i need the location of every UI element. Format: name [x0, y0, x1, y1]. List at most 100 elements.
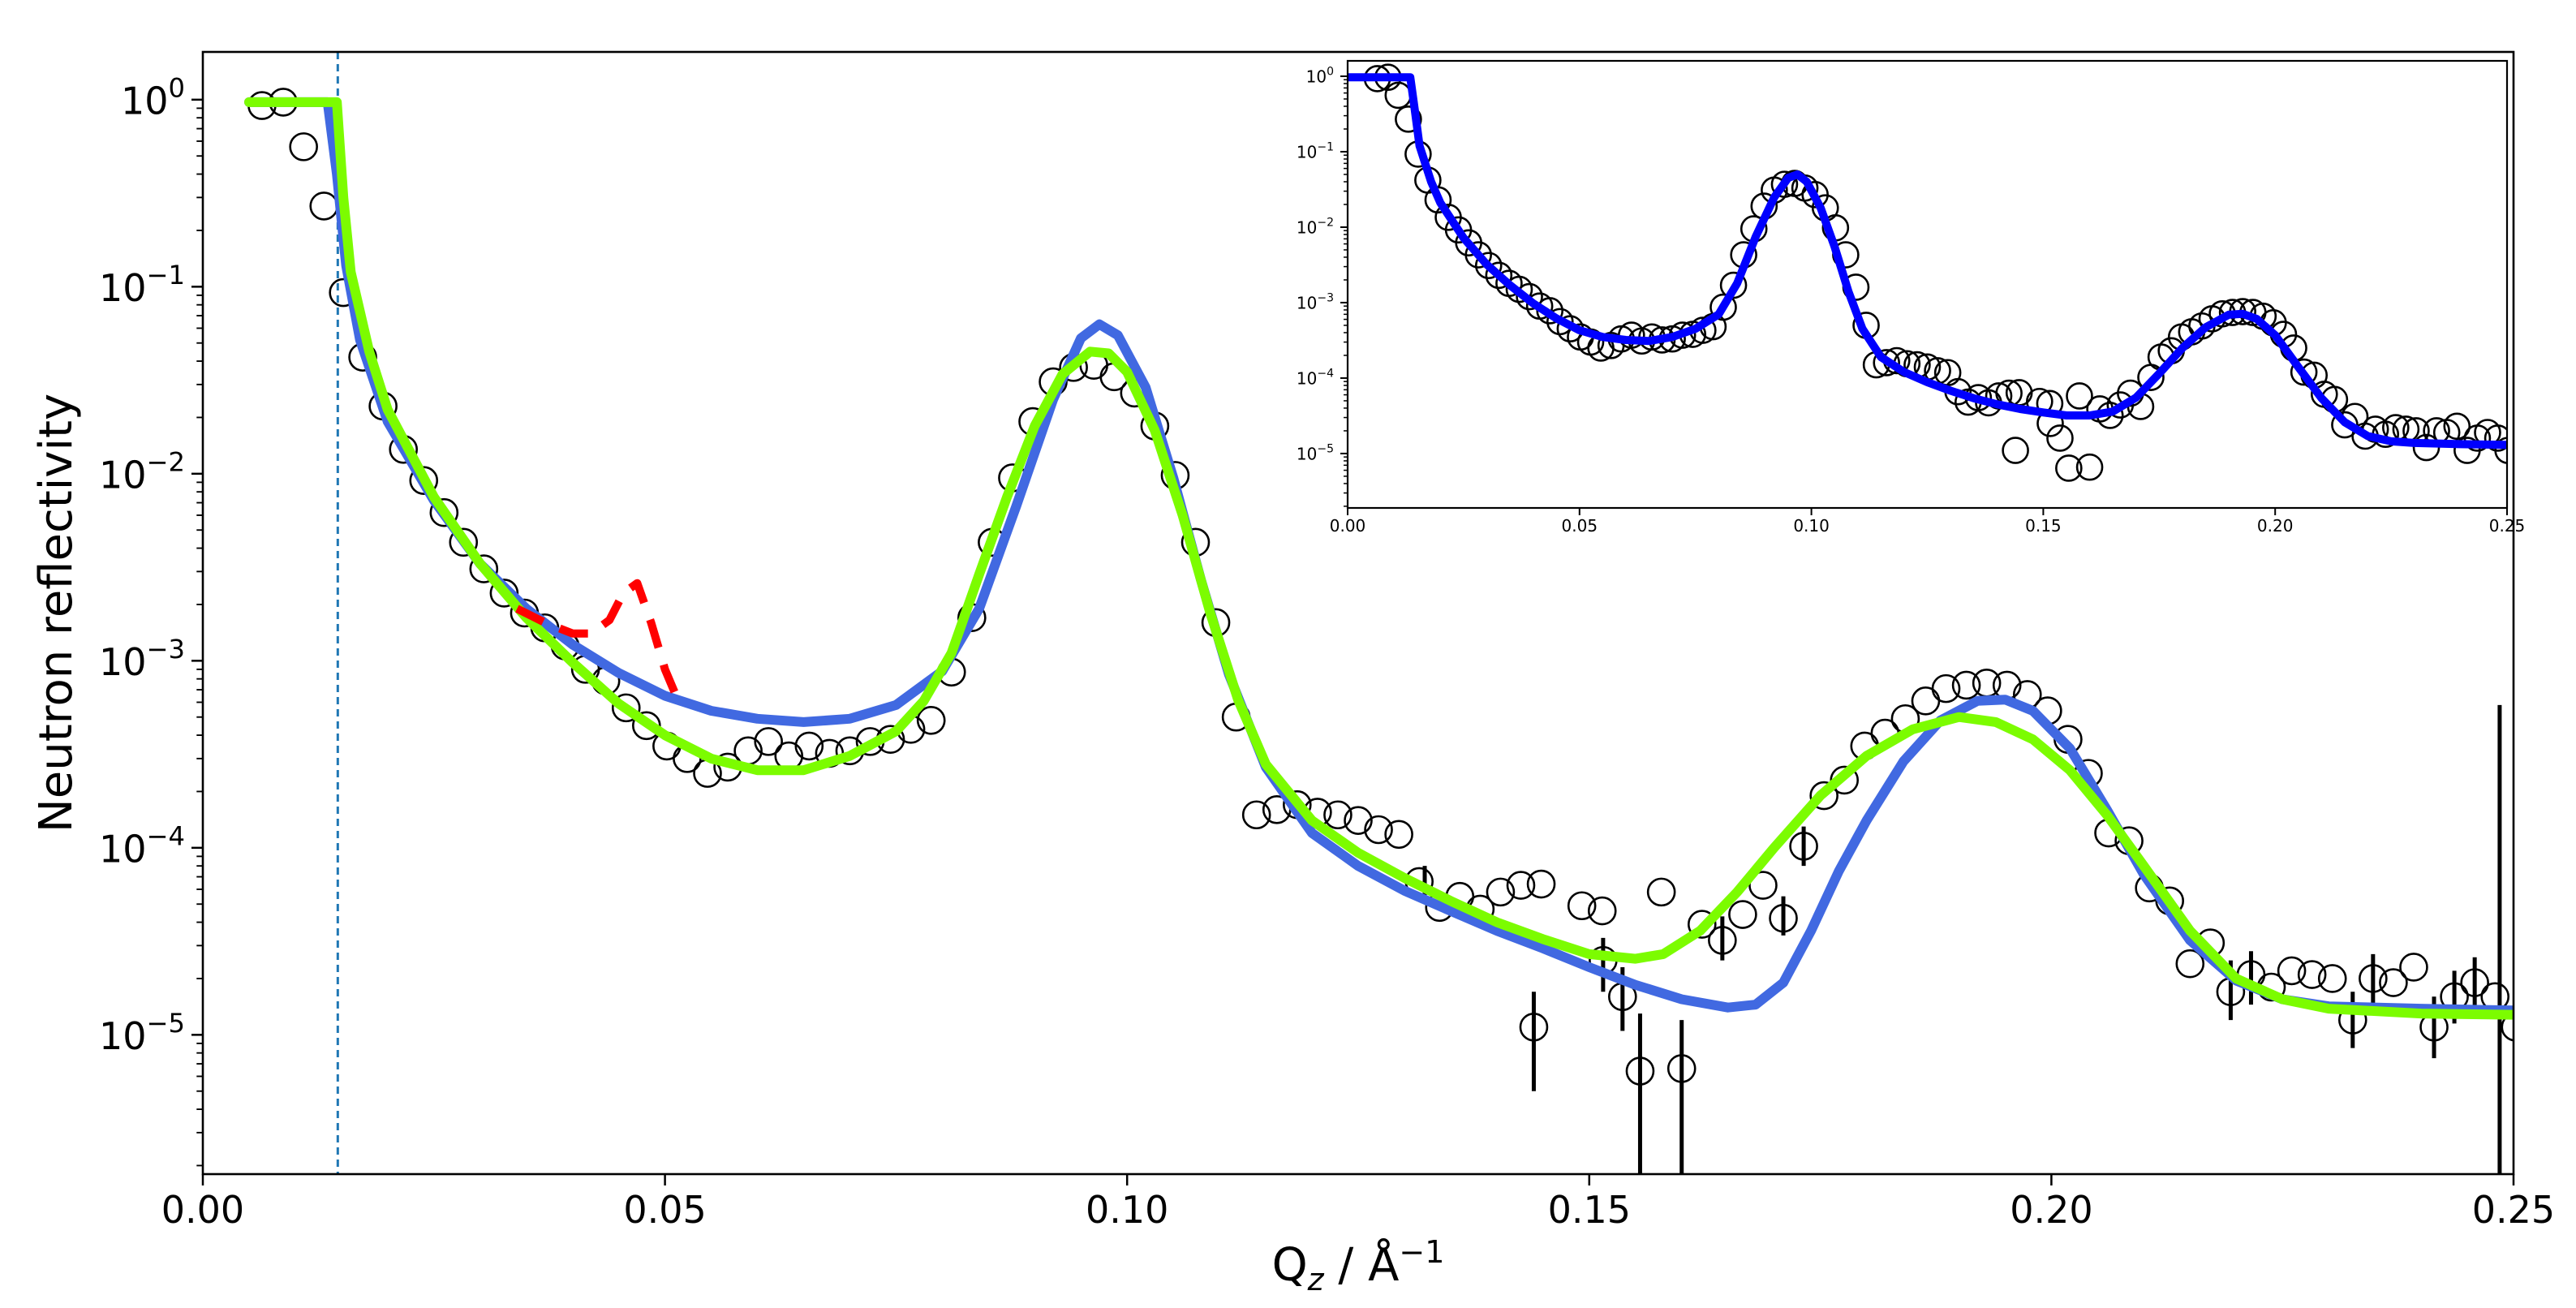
data-point [1708, 926, 1737, 955]
y-tick-base: 10 [1297, 218, 1317, 238]
inset-plot: 0.00 0.05 0.10 0.15 0.20 0.2510−510−410−310−2… [1297, 59, 2526, 536]
data-point [2066, 382, 2093, 410]
data-point [2317, 964, 2347, 993]
data-point [754, 727, 783, 756]
data-point [1873, 349, 1900, 376]
y-tick-exponent: 0 [169, 73, 185, 104]
y-tick-label: 10−2 [99, 447, 185, 497]
y-tick-label: 10−1 [1297, 141, 1334, 162]
x-tick-label: 0.10 [1086, 1188, 1168, 1232]
data-point [1506, 871, 1536, 900]
x-tick-label: 0.15 [1548, 1188, 1631, 1232]
data-point [289, 132, 318, 161]
y-tick-exponent: −4 [1317, 368, 1334, 381]
data-point [1546, 308, 1574, 336]
data-point [2359, 964, 2388, 993]
x-tick-label: 0.10 [1793, 516, 1830, 536]
x-axis-label-superscript: −1 [1399, 1234, 1444, 1270]
y-tick-label: 10−5 [1297, 443, 1334, 464]
y-tick-exponent: −2 [147, 447, 185, 478]
data-point [1505, 275, 1533, 303]
main-plot: 0.00 0.05 0.10 0.15 0.20 0.2510−510−410−310−2… [30, 50, 2555, 1297]
y-tick-label: 100 [121, 73, 185, 123]
data-point [1770, 170, 1799, 198]
x-tick-label: 0.05 [1562, 516, 1598, 536]
data-point [1809, 781, 1838, 811]
data-point [632, 711, 661, 741]
data-point [2297, 960, 2327, 989]
data-point [1323, 800, 1353, 830]
data-point [2331, 411, 2359, 439]
series-line-green-model [244, 97, 2514, 1020]
data-point [1666, 1054, 1697, 1083]
x-tick-label: 0.00 [161, 1188, 244, 1232]
data-point [409, 466, 439, 495]
data-point [611, 693, 641, 723]
data-point [449, 527, 479, 557]
data-point [2055, 454, 2083, 482]
data-point [429, 497, 459, 527]
data-point [1728, 900, 1757, 929]
y-tick-exponent: −5 [1317, 443, 1334, 456]
inset-background [1348, 61, 2507, 508]
y-tick-base: 10 [121, 79, 169, 123]
data-point [916, 706, 946, 735]
data-point [1769, 903, 1798, 933]
y-tick-exponent: 0 [1327, 66, 1334, 79]
data-point [2046, 424, 2074, 452]
x-tick-label: 0.25 [2489, 516, 2526, 536]
y-tick-label: 10−5 [99, 1008, 185, 1058]
y-tick-base: 10 [99, 640, 147, 684]
data-point [2494, 437, 2507, 464]
data-point [1526, 869, 1556, 899]
x-axis-label-units: / Å [1324, 1238, 1400, 1292]
y-tick-base: 10 [99, 266, 147, 310]
x-tick-label: 0.25 [2472, 1188, 2555, 1232]
data-point [1485, 261, 1513, 290]
series-line-blue-model [244, 97, 2514, 1016]
data-point [1567, 891, 1597, 921]
data-point [1241, 800, 1271, 830]
data-point [1464, 241, 1492, 269]
x-tick-label: 0.00 [1330, 516, 1366, 536]
main-plot-area [244, 52, 2514, 1174]
data-point [794, 731, 824, 761]
y-tick-label: 10−4 [99, 821, 185, 871]
y-tick-exponent: −1 [147, 260, 185, 290]
x-tick-label: 0.05 [623, 1188, 706, 1232]
main-axes-frame [201, 50, 2515, 1176]
data-point [1709, 293, 1737, 321]
y-tick-exponent: −1 [1317, 141, 1334, 154]
y-tick-exponent: −4 [147, 821, 185, 852]
data-point [1625, 1056, 1655, 1086]
y-tick-base: 10 [1306, 67, 1327, 87]
y-tick-label: 10−1 [99, 260, 185, 310]
y-tick-base: 10 [1297, 445, 1317, 464]
y-tick-label: 100 [1306, 66, 1334, 87]
x-axis-label: Qz / Å−1 [1272, 1234, 1445, 1297]
data-point [1646, 877, 1676, 907]
data-point [1951, 670, 1981, 700]
data-point [2075, 453, 2104, 481]
y-axis-label: Neutron reflectivity [30, 394, 83, 833]
data-point [1789, 832, 1818, 861]
data-point [1344, 806, 1373, 835]
y-tick-base: 10 [99, 827, 147, 871]
data-point [2277, 956, 2307, 986]
data-point [1719, 271, 1748, 299]
y-tick-label: 10−4 [1297, 368, 1334, 389]
data-point [2379, 968, 2408, 997]
series-line-red-dashed [515, 579, 683, 704]
y-tick-base: 10 [1297, 143, 1317, 162]
y-tick-label: 10−2 [1297, 217, 1334, 238]
data-point [1748, 871, 1778, 900]
y-tick-exponent: −3 [1317, 292, 1334, 305]
data-point [1474, 252, 1503, 280]
data-point [2399, 953, 2428, 982]
data-point [2290, 358, 2318, 386]
y-tick-base: 10 [1297, 369, 1317, 389]
y-tick-label: 10−3 [1297, 292, 1334, 313]
data-point [1424, 186, 1452, 214]
data-point [1931, 673, 1961, 703]
